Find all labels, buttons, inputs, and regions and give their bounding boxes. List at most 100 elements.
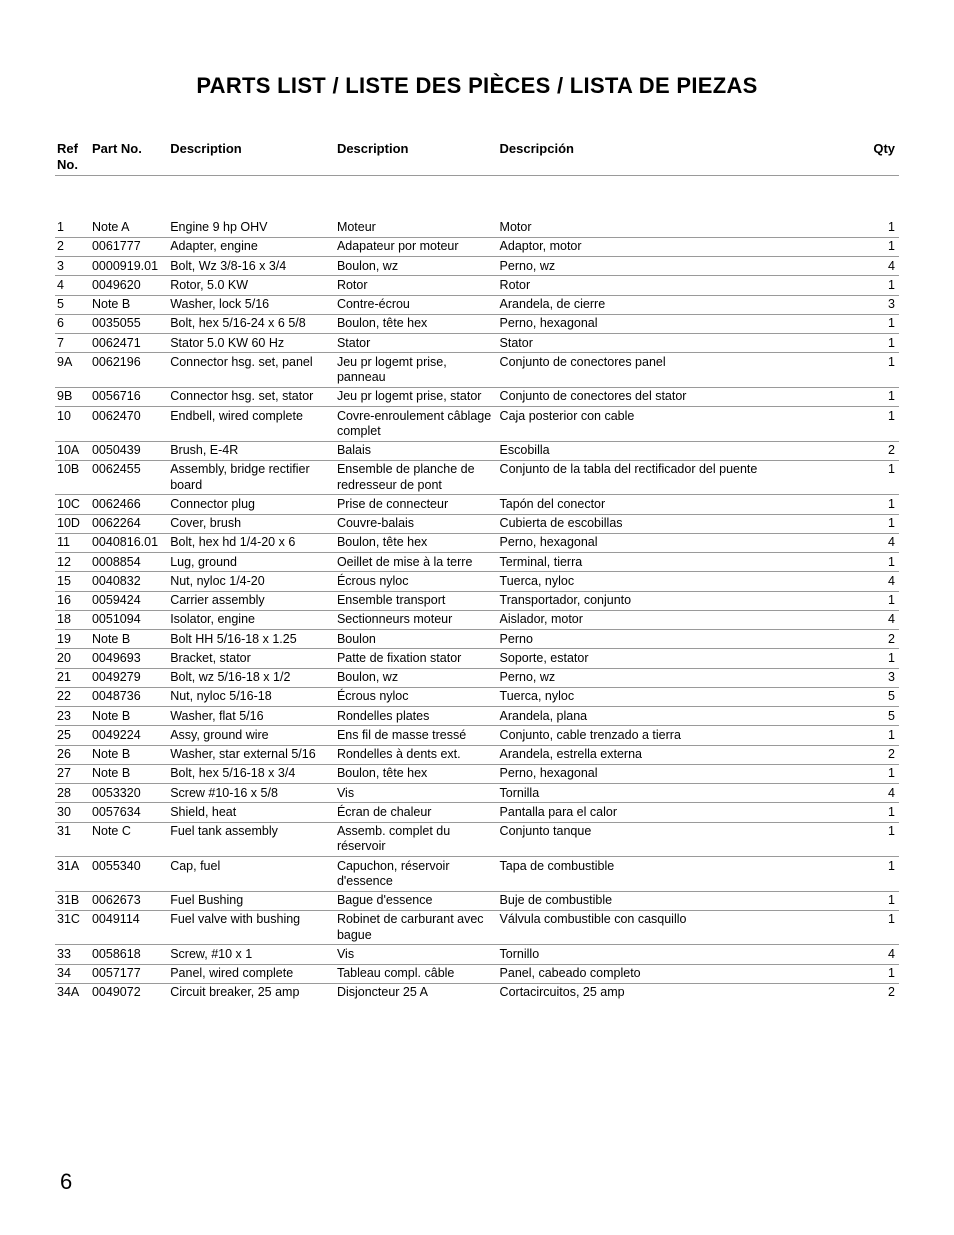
cell-part: Note B: [90, 630, 168, 649]
cell-part: Note A: [90, 219, 168, 238]
cell-part: 0057177: [90, 964, 168, 983]
cell-es: Válvula combustible con casquillo: [498, 910, 858, 945]
cell-es: Buje de combustible: [498, 891, 858, 910]
cell-es: Pantalla para el calor: [498, 803, 858, 822]
cell-fr: Adapateur por moteur: [335, 237, 498, 256]
cell-part: 0062466: [90, 495, 168, 514]
cell-part: 0062196: [90, 353, 168, 388]
cell-en: Fuel valve with bushing: [168, 910, 335, 945]
cell-qty: 5: [858, 687, 899, 706]
cell-ref: 5: [55, 295, 90, 314]
cell-ref: 10D: [55, 514, 90, 533]
cell-en: Rotor, 5.0 KW: [168, 276, 335, 295]
table-row: 31A0055340Cap, fuelCapuchon, réservoir d…: [55, 857, 899, 892]
cell-fr: Boulon: [335, 630, 498, 649]
cell-en: Assembly, bridge rectifier board: [168, 460, 335, 495]
cell-qty: 2: [858, 983, 899, 1002]
cell-es: Cubierta de escobillas: [498, 514, 858, 533]
cell-ref: 26: [55, 745, 90, 764]
cell-ref: 9A: [55, 353, 90, 388]
table-row: 70062471Stator 5.0 KW 60 HzStatorStator1: [55, 334, 899, 353]
table-row: 23Note BWasher, flat 5/16Rondelles plate…: [55, 707, 899, 726]
cell-es: Terminal, tierra: [498, 553, 858, 572]
cell-fr: Prise de connecteur: [335, 495, 498, 514]
cell-part: 0049279: [90, 668, 168, 687]
table-row: 340057177Panel, wired completeTableau co…: [55, 964, 899, 983]
header-part: Part No.: [90, 139, 168, 175]
cell-en: Circuit breaker, 25 amp: [168, 983, 335, 1002]
cell-en: Connector hsg. set, stator: [168, 387, 335, 406]
cell-part: 0053320: [90, 784, 168, 803]
cell-es: Cortacircuitos, 25 amp: [498, 983, 858, 1002]
cell-qty: 1: [858, 495, 899, 514]
cell-fr: Rondelles plates: [335, 707, 498, 726]
cell-en: Fuel tank assembly: [168, 822, 335, 857]
cell-fr: Tableau compl. câble: [335, 964, 498, 983]
cell-en: Washer, lock 5/16: [168, 295, 335, 314]
cell-es: Conjunto, cable trenzado a tierra: [498, 726, 858, 745]
cell-fr: Boulon, wz: [335, 257, 498, 276]
table-row: 26Note BWasher, star external 5/16Rondel…: [55, 745, 899, 764]
cell-qty: 1: [858, 460, 899, 495]
table-row: 280053320Screw #10-16 x 5/8VisTornilla4: [55, 784, 899, 803]
cell-en: Cap, fuel: [168, 857, 335, 892]
table-row: 10A0050439Brush, E-4RBalaisEscobilla2: [55, 441, 899, 460]
cell-en: Assy, ground wire: [168, 726, 335, 745]
cell-es: Perno: [498, 630, 858, 649]
cell-part: 0062673: [90, 891, 168, 910]
cell-qty: 1: [858, 407, 899, 442]
cell-qty: 4: [858, 572, 899, 591]
cell-ref: 10B: [55, 460, 90, 495]
page: PARTS LIST / LISTE DES PIÈCES / LISTA DE…: [0, 0, 954, 1235]
table-row: 100062470Endbell, wired completeCovre-en…: [55, 407, 899, 442]
cell-es: Arandela, de cierre: [498, 295, 858, 314]
cell-part: Note B: [90, 707, 168, 726]
cell-part: Note C: [90, 822, 168, 857]
cell-qty: 1: [858, 764, 899, 783]
cell-en: Screw #10-16 x 5/8: [168, 784, 335, 803]
cell-part: 0056716: [90, 387, 168, 406]
cell-ref: 11: [55, 533, 90, 552]
cell-ref: 27: [55, 764, 90, 783]
cell-fr: Écrous nyloc: [335, 572, 498, 591]
cell-es: Rotor: [498, 276, 858, 295]
cell-fr: Boulon, tête hex: [335, 764, 498, 783]
cell-ref: 31: [55, 822, 90, 857]
cell-ref: 19: [55, 630, 90, 649]
cell-ref: 23: [55, 707, 90, 726]
cell-qty: 4: [858, 610, 899, 629]
cell-fr: Jeu pr logemt prise, stator: [335, 387, 498, 406]
cell-part: 0055340: [90, 857, 168, 892]
cell-part: 0062455: [90, 460, 168, 495]
cell-part: Note B: [90, 295, 168, 314]
cell-es: Perno, wz: [498, 257, 858, 276]
cell-ref: 25: [55, 726, 90, 745]
table-row: 30000919.01Bolt, Wz 3/8-16 x 3/4Boulon, …: [55, 257, 899, 276]
cell-ref: 20: [55, 649, 90, 668]
cell-ref: 4: [55, 276, 90, 295]
cell-es: Tapa de combustible: [498, 857, 858, 892]
table-header: Ref No. Part No. Description Description…: [55, 139, 899, 175]
cell-ref: 28: [55, 784, 90, 803]
cell-fr: Vis: [335, 945, 498, 964]
cell-es: Perno, wz: [498, 668, 858, 687]
cell-ref: 2: [55, 237, 90, 256]
cell-fr: Oeillet de mise à la terre: [335, 553, 498, 572]
cell-en: Connector plug: [168, 495, 335, 514]
cell-ref: 33: [55, 945, 90, 964]
cell-fr: Boulon, tête hex: [335, 533, 498, 552]
cell-ref: 34: [55, 964, 90, 983]
cell-part: Note B: [90, 764, 168, 783]
cell-qty: 1: [858, 334, 899, 353]
cell-part: 0049224: [90, 726, 168, 745]
cell-ref: 9B: [55, 387, 90, 406]
cell-es: Conjunto tanque: [498, 822, 858, 857]
cell-part: 0040832: [90, 572, 168, 591]
cell-es: Tornilla: [498, 784, 858, 803]
cell-en: Bolt, wz 5/16-18 x 1/2: [168, 668, 335, 687]
cell-es: Caja posterior con cable: [498, 407, 858, 442]
parts-table: Ref No. Part No. Description Description…: [55, 139, 899, 1002]
cell-part: 0057634: [90, 803, 168, 822]
table-row: 60035055Bolt, hex 5/16-24 x 6 5/8Boulon,…: [55, 314, 899, 333]
cell-en: Cover, brush: [168, 514, 335, 533]
